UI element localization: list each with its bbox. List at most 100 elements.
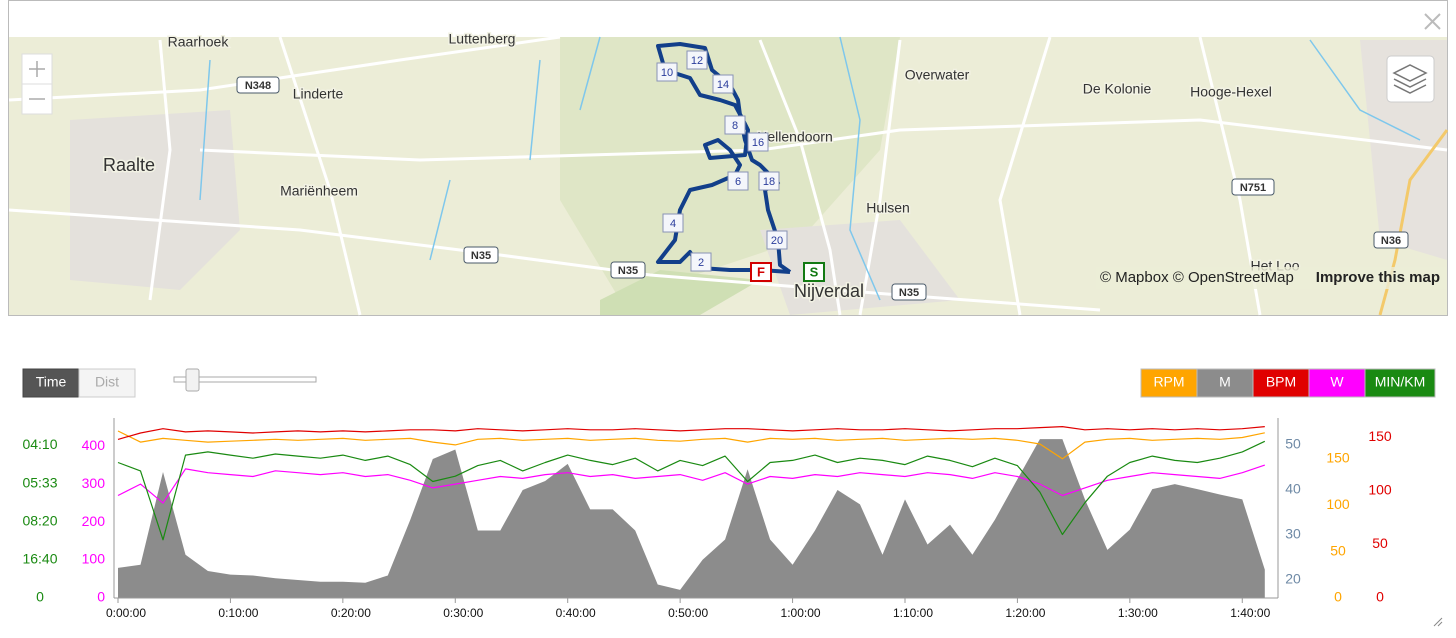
road-label: N36 <box>1381 235 1401 247</box>
time-button[interactable] <box>22 368 80 398</box>
place-label: Linderte <box>293 86 344 102</box>
legend-button[interactable] <box>1364 368 1436 398</box>
y-tick-label: 08:20 <box>22 512 57 528</box>
legend-button[interactable] <box>1196 368 1254 398</box>
slider-thumb[interactable] <box>185 368 200 392</box>
road-shield <box>236 76 280 94</box>
route-marker <box>690 252 712 272</box>
place-label: Nijverdal <box>794 281 864 301</box>
marker-label: 6 <box>735 176 741 188</box>
route-marker <box>758 171 780 191</box>
y-tick-label: 50 <box>1330 542 1346 558</box>
close-button[interactable] <box>1424 13 1441 30</box>
y-tick-label: 100 <box>1368 482 1392 498</box>
button-label[interactable]: Dist <box>95 374 119 390</box>
x-tick-label: 1:20:00 <box>1005 606 1045 620</box>
marker-label: S <box>810 264 819 279</box>
place-label: Mariënheem <box>280 183 358 199</box>
line <box>117 464 1265 504</box>
x-tick-label: 1:10:00 <box>893 606 933 620</box>
map[interactable]: Raarhoek Luttenberg Overwater De Kolonie… <box>8 29 1449 316</box>
road-label: N35 <box>899 287 919 299</box>
marker-label: 4 <box>670 218 676 230</box>
y-tick-label: 0 <box>1334 589 1342 605</box>
x-tick-label: 0:50:00 <box>668 606 708 620</box>
legend-label[interactable]: MIN/KM <box>1375 374 1426 390</box>
legend-label[interactable]: W <box>1330 374 1344 390</box>
button-label[interactable]: Time <box>36 374 67 390</box>
route-marker <box>727 171 749 191</box>
road-shield <box>463 246 499 264</box>
legend-button[interactable] <box>1140 368 1198 398</box>
x-tick-label: 1:00:00 <box>781 606 821 620</box>
y-tick-label: 400 <box>82 437 106 453</box>
zoom-out[interactable] <box>21 83 53 115</box>
marker-label: 10 <box>661 67 673 79</box>
place-label: Overwater <box>905 67 970 83</box>
road-label: N35 <box>471 250 491 262</box>
route-marker <box>747 132 769 152</box>
marker-label: 20 <box>771 235 783 247</box>
y-tick-label: 40 <box>1285 481 1301 497</box>
improve-link[interactable]: Improve this map <box>1316 269 1440 286</box>
route-marker <box>750 262 772 282</box>
marker-label: 12 <box>691 55 703 67</box>
legend-label[interactable]: RPM <box>1153 374 1184 390</box>
y-tick-label: 150 <box>1368 428 1392 444</box>
marker-label: 14 <box>717 79 729 91</box>
road-shield <box>1373 231 1409 249</box>
y-tick-label: 04:10 <box>22 436 57 452</box>
place-label: Luttenberg <box>449 31 516 47</box>
y-tick-label: 16:40 <box>22 551 57 567</box>
y-tick-label: 200 <box>82 513 106 529</box>
road-label: N751 <box>1240 182 1266 194</box>
y-tick-label: 0 <box>36 589 44 605</box>
area <box>118 439 1265 598</box>
place-label: Hulsen <box>866 200 910 216</box>
slider-track[interactable] <box>173 376 317 383</box>
place-label: Hellendoorn <box>757 129 833 145</box>
route-marker <box>662 213 684 233</box>
x-tick-label: 0:30:00 <box>443 606 483 620</box>
y-tick-label: 20 <box>1285 571 1301 587</box>
layers-button[interactable] <box>1386 55 1435 103</box>
attribution: © Mapbox © OpenStreetMap <box>1100 269 1294 286</box>
route-marker <box>656 62 678 82</box>
route-marker <box>712 74 734 94</box>
road-shield <box>891 283 927 301</box>
road-label: N35 <box>618 265 638 277</box>
dist-button[interactable] <box>78 368 136 398</box>
line <box>117 426 1265 440</box>
x-tick-label: 0:20:00 <box>331 606 371 620</box>
y-tick-label: 0 <box>97 589 105 605</box>
line <box>117 430 1265 460</box>
marker-label: 8 <box>732 120 738 132</box>
x-tick-label: 1:30:00 <box>1118 606 1158 620</box>
y-tick-label: 0 <box>1376 589 1384 605</box>
y-tick-label: 50 <box>1285 436 1301 452</box>
route-marker <box>803 262 825 282</box>
route-marker <box>766 230 788 250</box>
marker-label: 18 <box>763 176 775 188</box>
x-tick-label: 1:40:00 <box>1230 606 1270 620</box>
marker-label: 2 <box>698 257 704 269</box>
road-shield <box>1231 178 1275 196</box>
y-tick-label: 100 <box>1326 496 1350 512</box>
x-tick-label: 0:40:00 <box>556 606 596 620</box>
x-tick-label: 0:10:00 <box>218 606 258 620</box>
place-label: De Kolonie <box>1083 81 1152 97</box>
road-label: N348 <box>245 80 271 92</box>
marker-label: 16 <box>752 137 764 149</box>
y-tick-label: 300 <box>82 475 106 491</box>
x-tick-label: 0:00:00 <box>106 606 146 620</box>
marker-label: F <box>757 264 765 279</box>
y-tick-label: 30 <box>1285 526 1301 542</box>
zoom-in[interactable] <box>21 53 53 85</box>
legend-label[interactable]: M <box>1219 374 1231 390</box>
legend-button[interactable] <box>1252 368 1310 398</box>
route-marker <box>724 115 746 135</box>
road-shield <box>610 261 646 279</box>
y-tick-label: 50 <box>1372 535 1388 551</box>
legend-label[interactable]: BPM <box>1266 374 1296 390</box>
route <box>656 42 792 274</box>
